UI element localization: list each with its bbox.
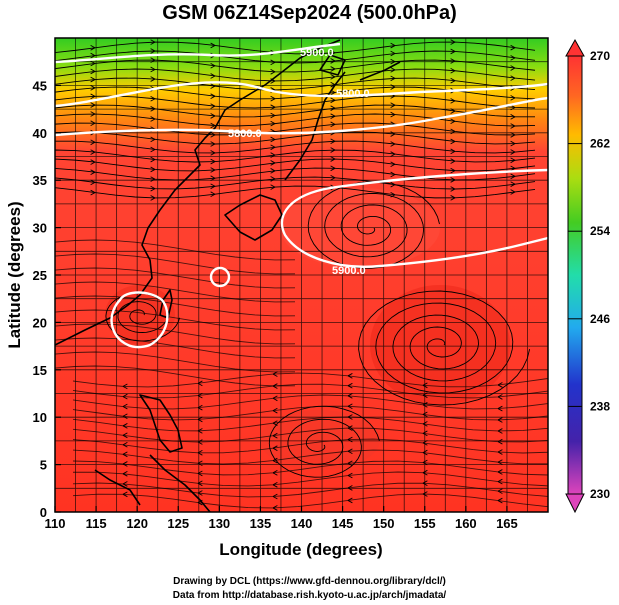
streamline <box>55 158 536 172</box>
contour-label: 5900.0 <box>300 47 334 59</box>
streamline <box>55 140 536 154</box>
streamline <box>72 460 548 476</box>
streamline <box>55 113 536 127</box>
y-tick-label: 20 <box>33 315 47 330</box>
x-tick-label: 135 <box>250 516 272 531</box>
colorbar-bottom-arrow <box>565 493 585 514</box>
streamline <box>55 351 296 373</box>
contour-label: 5900.0 <box>332 265 366 277</box>
y-tick-label: 5 <box>40 458 47 473</box>
streamline <box>55 167 536 181</box>
colorbar-label: 246 <box>590 312 610 326</box>
streamline <box>72 482 548 498</box>
streamline <box>105 292 181 342</box>
streamline <box>55 281 296 303</box>
colorbar-top-arrow <box>565 38 585 57</box>
axis-ticks: 110 115 120 125 130 135 140 145 150 155 160 165 0 5 10… <box>33 78 518 531</box>
streamline <box>55 149 536 163</box>
grid-lines <box>55 38 548 512</box>
contour-label: 5800.0 <box>336 88 370 100</box>
streamline <box>55 267 296 289</box>
streamline <box>55 253 296 275</box>
x-tick-label: 155 <box>414 516 436 531</box>
streamline <box>358 290 531 406</box>
plot-area: 5800.0 5800.0 5900.0 5900.0 <box>55 38 548 512</box>
credit-data: Data from http://database.rish.kyoto-u.a… <box>172 590 447 601</box>
streamline <box>55 131 536 145</box>
coastline <box>55 39 401 512</box>
streamline <box>72 493 548 509</box>
x-tick-label: 165 <box>496 516 518 531</box>
streamline <box>55 41 536 55</box>
x-tick-label: 120 <box>126 516 148 531</box>
y-tick-label: 40 <box>33 126 47 141</box>
streamline <box>72 372 548 388</box>
y-tick-label: 45 <box>33 78 47 93</box>
streamline <box>72 438 548 454</box>
y-tick-label: 30 <box>33 221 47 236</box>
streamline <box>72 427 548 443</box>
x-axis-label: Longitude (degrees) <box>219 540 382 559</box>
streamline <box>55 104 536 118</box>
cyclone-warm-core <box>370 285 510 405</box>
colorbar-label: 262 <box>590 137 610 151</box>
x-tick-label: 130 <box>208 516 230 531</box>
streamline <box>55 50 536 64</box>
streamline <box>72 405 548 421</box>
x-tick-label: 150 <box>373 516 395 531</box>
y-tick-label: 10 <box>33 410 47 425</box>
x-tick-label: 125 <box>167 516 189 531</box>
streamline <box>55 68 536 82</box>
streamline <box>55 239 296 261</box>
x-tick-label: 145 <box>332 516 354 531</box>
contour-5900 <box>280 168 548 268</box>
streamline <box>72 383 548 399</box>
height-contours <box>55 42 548 349</box>
streamline <box>55 176 536 190</box>
colorbar-label: 238 <box>590 399 610 413</box>
colorbar-label: 254 <box>590 224 610 238</box>
credit-drawing: Drawing by DCL (https://www.gfd-dennou.o… <box>173 576 446 587</box>
map-title: GSM 06Z14Sep2024 (500.0hPa) <box>162 2 457 24</box>
x-tick-label: 140 <box>291 516 313 531</box>
streamline <box>55 365 296 387</box>
streamline <box>55 185 536 199</box>
y-tick-label: 25 <box>33 268 47 283</box>
x-tick-label: 160 <box>455 516 477 531</box>
streamline <box>55 59 536 73</box>
contour-label: 5800.0 <box>228 128 262 140</box>
streamline <box>72 394 548 410</box>
x-tick-label: 110 <box>45 516 66 531</box>
streamline <box>72 449 548 465</box>
colorbar-label: 270 <box>590 49 610 63</box>
colorbar-label: 230 <box>590 487 610 501</box>
streamline <box>55 122 536 136</box>
streamline <box>55 77 536 91</box>
y-tick-label: 15 <box>33 363 47 378</box>
y-tick-label: 0 <box>40 505 47 520</box>
y-tick-label: 35 <box>33 173 47 188</box>
colorbar: 270 262 254 246 238 230 <box>565 38 610 514</box>
streamline <box>72 471 548 487</box>
x-tick-label: 115 <box>86 516 107 531</box>
streamline <box>55 337 296 359</box>
y-axis-label: Latitude (degrees) <box>5 201 24 348</box>
contour-5800 <box>55 81 548 108</box>
